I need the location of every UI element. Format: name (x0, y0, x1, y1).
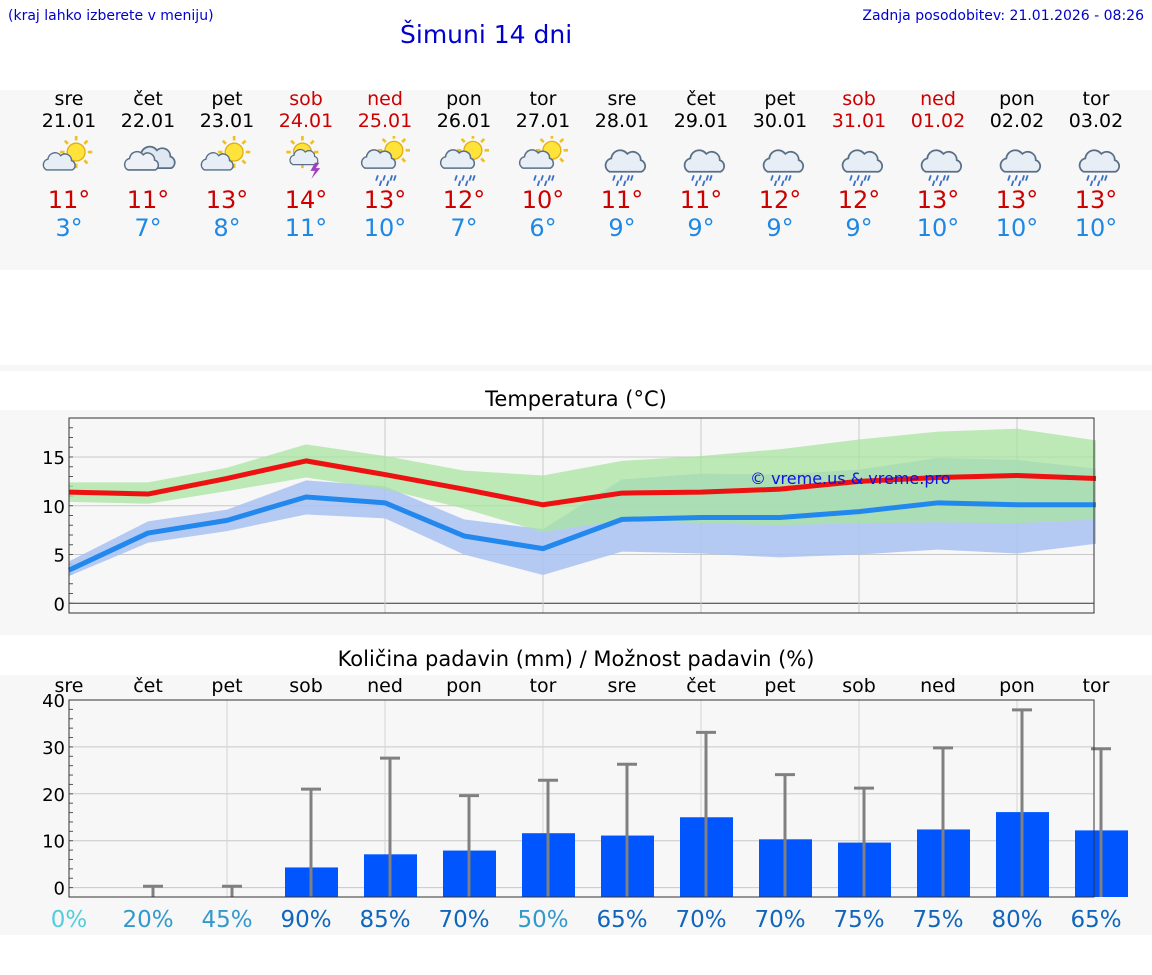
day-column: sre 21.01 11° 3° (29, 88, 109, 242)
day-date: 29.01 (673, 110, 729, 132)
max-temp: 11° (679, 186, 723, 214)
max-temp: 12° (758, 186, 802, 214)
max-temp: 14° (284, 186, 328, 214)
cloud-rain-icon (762, 149, 805, 186)
max-temp: 13° (916, 186, 960, 214)
max-temp: 11° (47, 186, 91, 214)
precipitation-chart-title: Količina padavin (mm) / Možnost padavin … (337, 647, 815, 671)
temperature-band (0, 410, 1152, 635)
forecast-band (0, 90, 1152, 270)
day-column: tor 27.01 10° 6° (503, 88, 583, 242)
min-temp: 10° (363, 214, 407, 242)
day-name: sob (289, 88, 323, 110)
cloud-rain-icon (920, 149, 963, 186)
day-column: sre 28.01 11° 9° (582, 88, 662, 242)
day-name: čet (686, 88, 716, 110)
day-date: 26.01 (436, 110, 492, 132)
max-temp: 11° (126, 186, 170, 214)
day-name: ned (920, 88, 956, 110)
day-date: 27.01 (515, 110, 571, 132)
day-name: sre (54, 88, 84, 110)
day-column: čet 29.01 11° 9° (661, 88, 741, 242)
day-date: 21.01 (41, 110, 97, 132)
max-temp: 13° (205, 186, 249, 214)
day-date: 31.01 (831, 110, 887, 132)
day-date: 24.01 (278, 110, 334, 132)
day-name: ned (367, 88, 403, 110)
day-date: 23.01 (199, 110, 255, 132)
day-date: 22.01 (120, 110, 176, 132)
day-column: pet 23.01 13° 8° (187, 88, 267, 242)
day-name: tor (1082, 88, 1110, 110)
day-column: sob 31.01 12° 9° (819, 88, 899, 242)
day-name: pon (999, 88, 1035, 110)
day-name: sre (607, 88, 637, 110)
sun-rain-icon (518, 136, 568, 186)
min-temp: 9° (687, 214, 715, 242)
precipitation-band (0, 675, 1152, 935)
max-temp: 13° (363, 186, 407, 214)
cloudy-icon (123, 145, 176, 171)
day-date: 28.01 (594, 110, 650, 132)
max-temp: 10° (521, 186, 565, 214)
day-name: pet (211, 88, 243, 110)
cloud-rain-icon (1078, 149, 1121, 186)
day-name: tor (529, 88, 557, 110)
day-column: sob 24.01 14° 11° (266, 88, 346, 242)
day-date: 25.01 (357, 110, 413, 132)
divider-band (0, 365, 1152, 371)
day-column: ned 01.02 13° 10° (898, 88, 978, 242)
sun-thunderstorm-icon (286, 136, 321, 179)
last-update-label: Zadnja posodobitev: 21.01.2026 - 08:26 (862, 8, 1144, 24)
day-name: čet (133, 88, 163, 110)
page-title: Šimuni 14 dni (400, 20, 573, 49)
day-name: pet (764, 88, 796, 110)
min-temp: 10° (995, 214, 1039, 242)
min-temp: 8° (213, 214, 241, 242)
max-temp: 13° (995, 186, 1039, 214)
min-temp: 9° (766, 214, 794, 242)
partly-cloudy-sun-icon (200, 136, 251, 171)
day-column: ned 25.01 13° 10° (345, 88, 425, 242)
cloud-rain-icon (683, 149, 726, 186)
min-temp: 10° (916, 214, 960, 242)
day-date: 02.02 (989, 110, 1045, 132)
day-date: 30.01 (752, 110, 808, 132)
max-temp: 12° (442, 186, 486, 214)
max-temp: 12° (837, 186, 881, 214)
sun-rain-icon (360, 136, 410, 186)
min-temp: 11° (284, 214, 328, 242)
day-column: pet 30.01 12° 9° (740, 88, 820, 242)
day-column: čet 22.01 11° 7° (108, 88, 188, 242)
min-temp: 7° (134, 214, 162, 242)
max-temp: 13° (1074, 186, 1118, 214)
location-menu-hint[interactable]: (kraj lahko izberete v meniju) (8, 8, 214, 24)
cloud-rain-icon (604, 149, 647, 186)
cloud-rain-icon (999, 149, 1042, 186)
sun-rain-icon (439, 136, 489, 186)
day-column: tor 03.02 13° 10° (1056, 88, 1136, 242)
day-date: 03.02 (1068, 110, 1124, 132)
partly-cloudy-sun-icon (42, 136, 93, 171)
max-temp: 11° (600, 186, 644, 214)
min-temp: 7° (450, 214, 478, 242)
min-temp: 3° (55, 214, 83, 242)
day-column: pon 26.01 12° 7° (424, 88, 504, 242)
day-date: 01.02 (910, 110, 966, 132)
min-temp: 10° (1074, 214, 1118, 242)
day-name: sob (842, 88, 876, 110)
min-temp: 9° (845, 214, 873, 242)
min-temp: 6° (529, 214, 557, 242)
day-name: pon (446, 88, 482, 110)
cloud-rain-icon (841, 149, 884, 186)
min-temp: 9° (608, 214, 636, 242)
temperature-chart-title: Temperatura (°C) (485, 387, 667, 411)
day-column: pon 02.02 13° 10° (977, 88, 1057, 242)
